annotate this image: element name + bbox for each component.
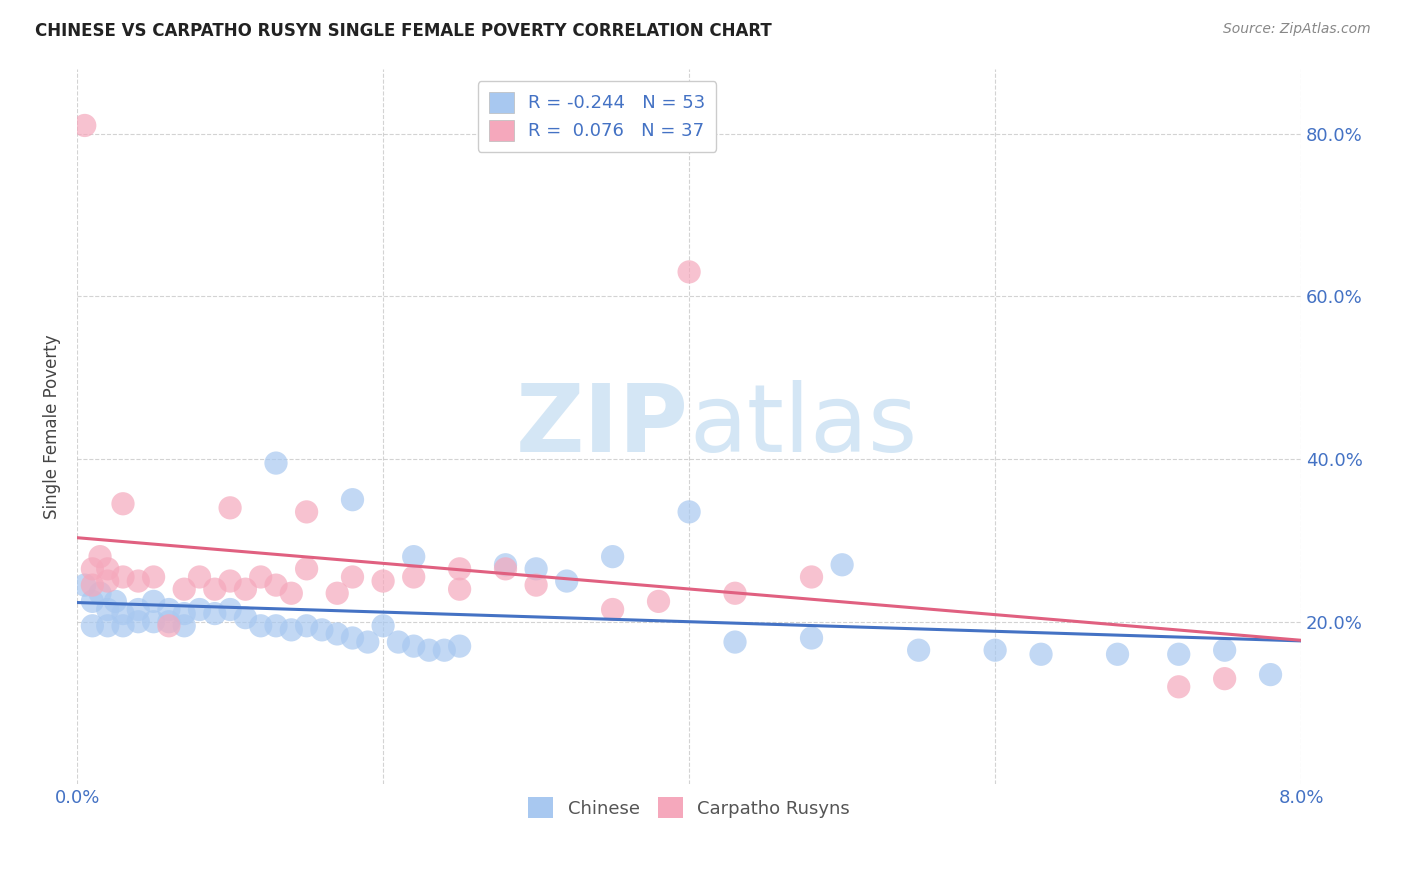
Point bbox=[188, 570, 211, 584]
Point bbox=[295, 562, 318, 576]
Point bbox=[402, 570, 425, 584]
Point bbox=[280, 623, 302, 637]
Point bbox=[127, 574, 149, 588]
Point bbox=[157, 615, 180, 629]
Point bbox=[97, 619, 120, 633]
Text: ZIP: ZIP bbox=[516, 381, 689, 473]
Point bbox=[97, 602, 120, 616]
Point bbox=[449, 582, 471, 597]
Point bbox=[82, 594, 104, 608]
Text: atlas: atlas bbox=[689, 381, 917, 473]
Point bbox=[264, 619, 287, 633]
Legend: Chinese, Carpatho Rusyns: Chinese, Carpatho Rusyns bbox=[520, 790, 858, 825]
Point bbox=[173, 582, 195, 597]
Point bbox=[249, 619, 271, 633]
Point bbox=[342, 570, 364, 584]
Point bbox=[984, 643, 1007, 657]
Point bbox=[418, 643, 440, 657]
Point bbox=[111, 570, 134, 584]
Point bbox=[326, 627, 349, 641]
Point bbox=[724, 586, 747, 600]
Point bbox=[371, 619, 394, 633]
Point bbox=[678, 505, 700, 519]
Point bbox=[402, 639, 425, 653]
Point bbox=[433, 643, 456, 657]
Point bbox=[219, 500, 242, 515]
Point bbox=[495, 562, 517, 576]
Text: Source: ZipAtlas.com: Source: ZipAtlas.com bbox=[1223, 22, 1371, 37]
Point bbox=[264, 578, 287, 592]
Text: CHINESE VS CARPATHO RUSYN SINGLE FEMALE POVERTY CORRELATION CHART: CHINESE VS CARPATHO RUSYN SINGLE FEMALE … bbox=[35, 22, 772, 40]
Point bbox=[235, 582, 257, 597]
Point bbox=[97, 562, 120, 576]
Point bbox=[127, 602, 149, 616]
Point bbox=[1167, 680, 1189, 694]
Point bbox=[800, 631, 823, 645]
Point bbox=[111, 497, 134, 511]
Point bbox=[449, 562, 471, 576]
Point bbox=[311, 623, 333, 637]
Point bbox=[1029, 647, 1052, 661]
Point bbox=[157, 602, 180, 616]
Point bbox=[800, 570, 823, 584]
Point bbox=[907, 643, 929, 657]
Point bbox=[371, 574, 394, 588]
Point bbox=[89, 549, 111, 564]
Point bbox=[295, 619, 318, 633]
Point bbox=[82, 619, 104, 633]
Point bbox=[73, 119, 96, 133]
Point bbox=[1213, 672, 1236, 686]
Point bbox=[524, 578, 547, 592]
Point bbox=[73, 578, 96, 592]
Point bbox=[387, 635, 409, 649]
Point bbox=[602, 602, 624, 616]
Point bbox=[249, 570, 271, 584]
Point bbox=[326, 586, 349, 600]
Point bbox=[173, 607, 195, 621]
Point bbox=[831, 558, 853, 572]
Point bbox=[342, 492, 364, 507]
Point bbox=[188, 602, 211, 616]
Point bbox=[1167, 647, 1189, 661]
Point bbox=[555, 574, 578, 588]
Point bbox=[357, 635, 380, 649]
Point bbox=[142, 594, 165, 608]
Point bbox=[602, 549, 624, 564]
Point bbox=[142, 570, 165, 584]
Point bbox=[82, 578, 104, 592]
Point bbox=[342, 631, 364, 645]
Point bbox=[678, 265, 700, 279]
Point bbox=[219, 574, 242, 588]
Point bbox=[295, 505, 318, 519]
Point bbox=[449, 639, 471, 653]
Point bbox=[204, 582, 226, 597]
Point bbox=[647, 594, 669, 608]
Point bbox=[142, 615, 165, 629]
Point bbox=[724, 635, 747, 649]
Point bbox=[127, 615, 149, 629]
Point bbox=[173, 619, 195, 633]
Point bbox=[204, 607, 226, 621]
Point bbox=[264, 456, 287, 470]
Point bbox=[97, 574, 120, 588]
Point bbox=[1213, 643, 1236, 657]
Point bbox=[1107, 647, 1129, 661]
Point bbox=[524, 562, 547, 576]
Point bbox=[157, 619, 180, 633]
Point bbox=[495, 558, 517, 572]
Point bbox=[219, 602, 242, 616]
Point bbox=[89, 586, 111, 600]
Point bbox=[1260, 667, 1282, 681]
Point bbox=[82, 562, 104, 576]
Point bbox=[104, 594, 127, 608]
Point bbox=[111, 619, 134, 633]
Point bbox=[280, 586, 302, 600]
Y-axis label: Single Female Poverty: Single Female Poverty bbox=[44, 334, 60, 519]
Point bbox=[235, 610, 257, 624]
Point bbox=[111, 607, 134, 621]
Point bbox=[402, 549, 425, 564]
